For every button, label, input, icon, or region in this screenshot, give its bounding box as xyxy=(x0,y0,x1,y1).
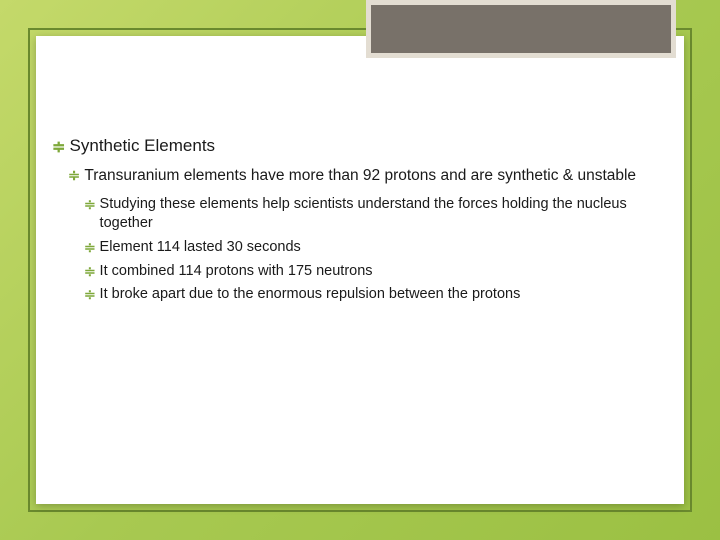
bullet-level3: ≑ Studying these elements help scientist… xyxy=(84,195,668,234)
bullet-icon: ≑ xyxy=(52,137,66,157)
bullet-icon: ≑ xyxy=(84,196,96,215)
bullet-icon: ≑ xyxy=(84,263,96,282)
content-panel: ≑ Synthetic Elements ≑ Transuranium elem… xyxy=(36,36,684,504)
bullet-level3: ≑ It combined 114 protons with 175 neutr… xyxy=(84,262,668,282)
level3-text: Studying these elements help scientists … xyxy=(100,195,668,234)
level2-text: Transuranium elements have more than 92 … xyxy=(84,166,668,187)
level3-text: It broke apart due to the enormous repul… xyxy=(100,285,668,305)
bullet-level2: ≑ Transuranium elements have more than 9… xyxy=(68,166,668,187)
slide-body: ≑ Synthetic Elements ≑ Transuranium elem… xyxy=(52,136,668,309)
level3-text: Element 114 lasted 30 seconds xyxy=(100,238,668,258)
bullet-level3: ≑ It broke apart due to the enormous rep… xyxy=(84,285,668,305)
bullet-level1: ≑ Synthetic Elements xyxy=(52,136,668,156)
bullet-icon: ≑ xyxy=(84,239,96,258)
bullet-level3: ≑ Element 114 lasted 30 seconds xyxy=(84,238,668,258)
bullet-icon: ≑ xyxy=(84,286,96,305)
level3-text: It combined 114 protons with 175 neutron… xyxy=(100,262,668,282)
title-box xyxy=(366,0,676,58)
bullet-icon: ≑ xyxy=(68,167,80,187)
level1-text: Synthetic Elements xyxy=(70,136,668,156)
